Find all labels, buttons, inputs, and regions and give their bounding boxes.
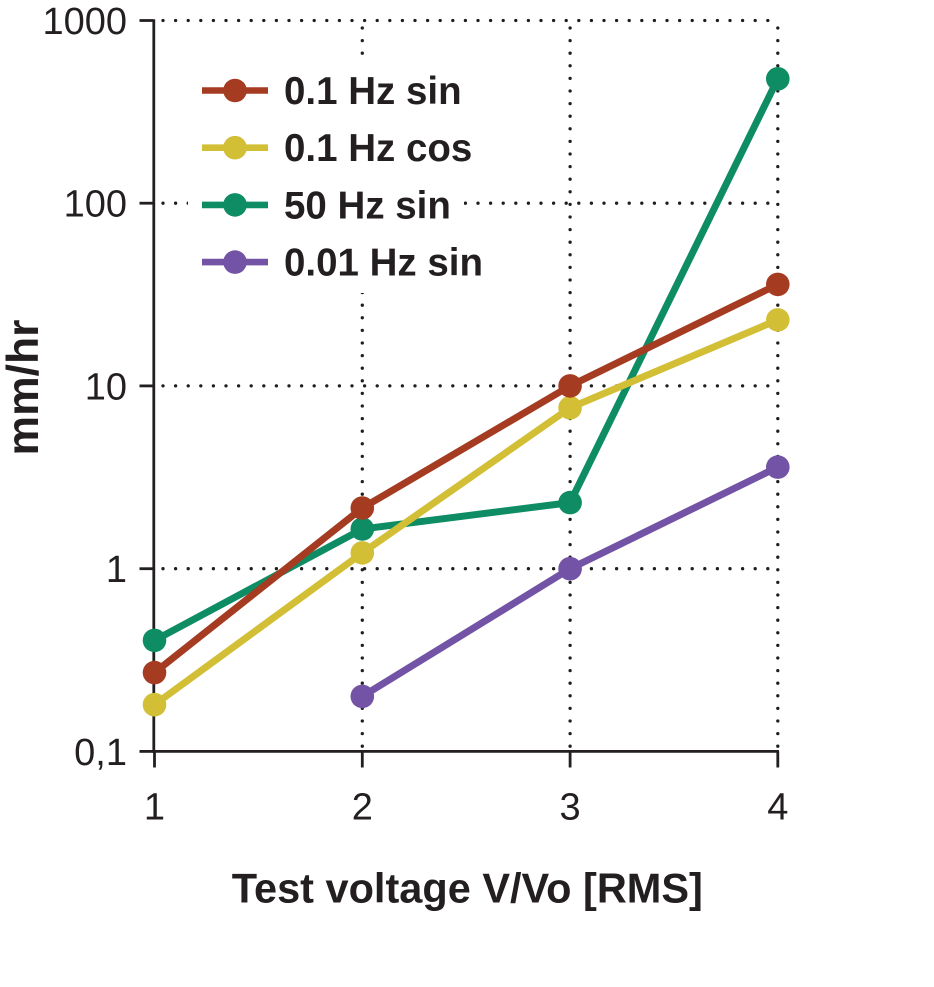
svg-text:10: 10 <box>85 366 127 408</box>
svg-text:2: 2 <box>352 787 373 829</box>
svg-text:0.01 Hz sin: 0.01 Hz sin <box>284 242 483 285</box>
svg-text:1: 1 <box>106 549 127 591</box>
svg-text:0.1 Hz sin: 0.1 Hz sin <box>284 70 462 113</box>
svg-text:mm/hr: mm/hr <box>0 320 48 456</box>
svg-text:1: 1 <box>144 787 165 829</box>
svg-text:50 Hz sin: 50 Hz sin <box>284 184 451 227</box>
svg-text:1000: 1000 <box>42 1 127 43</box>
svg-text:3: 3 <box>560 787 581 829</box>
svg-text:0.1 Hz cos: 0.1 Hz cos <box>284 127 472 170</box>
svg-text:Test voltage V/Vo [RMS]: Test voltage V/Vo [RMS] <box>232 865 703 912</box>
svg-text:100: 100 <box>64 184 127 226</box>
svg-text:0,1: 0,1 <box>74 732 127 774</box>
svg-text:4: 4 <box>767 787 788 829</box>
